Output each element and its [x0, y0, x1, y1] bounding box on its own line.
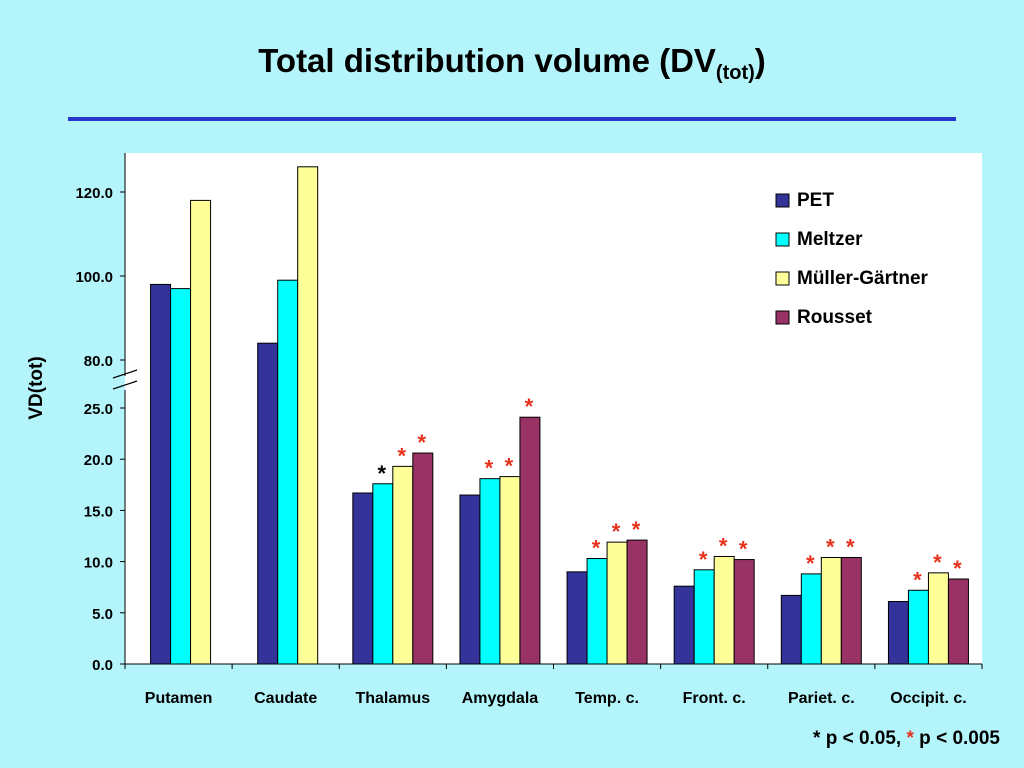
footnote-red-star: * [906, 728, 914, 749]
bar-caudate-meltzer [277, 279, 299, 665]
legend-swatch-meltzer [775, 232, 790, 247]
bar-caudate-pet [257, 342, 279, 665]
significance-star-front-c-meltzer: * [699, 547, 708, 572]
bar-occipit-c-rousset [947, 578, 969, 665]
category-label-pariet-c: Pariet. c. [788, 690, 855, 707]
bar-temp-c-rousset [626, 539, 648, 665]
legend-swatch-rousset [775, 310, 790, 325]
category-label-amygdala: Amygdala [462, 690, 539, 707]
bar-putamen-pet [150, 283, 172, 665]
title-close: ) [754, 42, 766, 79]
significance-star-amygdala-rousset: * [525, 394, 534, 419]
category-label-occipit-c: Occipit. c. [890, 690, 966, 707]
significance-star-front-c-rousset: * [739, 537, 748, 562]
bar-pariet-c-rousset [840, 557, 862, 665]
category-label-thalamus: Thalamus [355, 690, 430, 707]
bar-thalamus-pet [352, 492, 374, 665]
significance-star-pariet-c-rousset: * [846, 535, 855, 560]
bar-temp-c-m-ller-g-rtner [606, 541, 628, 665]
chart-title: Total distribution volume (DV(tot)) [0, 42, 1024, 85]
legend-label-pet: PET [797, 190, 834, 211]
significance-star-front-c-m-ller-g-rtner: * [719, 533, 728, 558]
significance-star-thalamus-m-ller-g-rtner: * [398, 443, 407, 468]
bar-thalamus-rousset [412, 452, 434, 665]
bar-occipit-c-meltzer [907, 589, 929, 665]
bar-amygdala-rousset [519, 416, 541, 665]
bar-amygdala-meltzer [479, 478, 501, 665]
significance-star-thalamus-rousset: * [418, 430, 427, 455]
footnote-p005: * p < 0.05, [813, 728, 907, 749]
bar-putamen-m-ller-g-rtner [190, 199, 212, 665]
significance-star-temp-c-meltzer: * [592, 536, 601, 561]
bar-pariet-c-m-ller-g-rtner [820, 557, 842, 665]
y-tick-label-80-0: 80.0 [84, 353, 113, 370]
y-tick-label-25-0: 25.0 [84, 401, 113, 418]
significance-footnote: * p < 0.05, * p < 0.005 [813, 728, 1000, 750]
axis-break-mark-top [112, 369, 138, 379]
category-label-putamen: Putamen [145, 690, 213, 707]
category-label-caudate: Caudate [254, 690, 317, 707]
bar-front-c-meltzer [693, 569, 715, 665]
category-label-temp-c: Temp. c. [575, 690, 639, 707]
bar-front-c-m-ller-g-rtner [713, 555, 735, 665]
y-tick-label-20-0: 20.0 [84, 452, 113, 469]
bar-temp-c-meltzer [586, 558, 608, 665]
bar-occipit-c-m-ller-g-rtner [927, 572, 949, 665]
significance-star-amygdala-meltzer: * [485, 456, 494, 481]
significance-star-amygdala-m-ller-g-rtner: * [505, 454, 514, 479]
bar-putamen-meltzer [170, 288, 192, 665]
legend-label-m-ller-g-rtner: Müller-Gärtner [797, 268, 929, 289]
significance-star-occipit-c-m-ller-g-rtner: * [933, 550, 942, 575]
y-tick-label-10-0: 10.0 [84, 555, 113, 572]
legend-label-rousset: Rousset [797, 307, 873, 328]
y-tick-label-15-0: 15.0 [84, 503, 113, 520]
axis-break-mark-bottom [112, 380, 138, 390]
significance-star-pariet-c-m-ller-g-rtner: * [826, 535, 835, 560]
y-tick-label-5-0: 5.0 [92, 606, 113, 623]
category-label-front-c: Front. c. [683, 690, 746, 707]
legend-label-meltzer: Meltzer [797, 229, 863, 250]
bar-pariet-c-meltzer [800, 573, 822, 665]
y-tick-label-100-0: 100.0 [75, 269, 113, 286]
legend-swatch-pet [775, 193, 790, 208]
bar-caudate-m-ller-g-rtner [297, 166, 319, 665]
bar-pariet-c-pet [780, 594, 802, 665]
bar-occipit-c-pet [887, 601, 909, 665]
significance-star-occipit-c-rousset: * [953, 556, 962, 581]
y-tick-label-0-0: 0.0 [92, 657, 113, 674]
title-rule [68, 117, 956, 121]
bar-front-c-pet [673, 585, 695, 665]
bar-amygdala-m-ller-g-rtner [499, 476, 521, 665]
significance-star-temp-c-rousset: * [632, 517, 641, 542]
significance-star-thalamus-meltzer: * [378, 461, 387, 486]
significance-star-occipit-c-meltzer: * [913, 567, 922, 592]
bar-thalamus-m-ller-g-rtner [392, 465, 414, 665]
bar-thalamus-meltzer [372, 483, 394, 665]
bar-temp-c-pet [566, 571, 588, 665]
y-axis-title: VD(tot) [26, 356, 47, 419]
bar-amygdala-pet [459, 494, 481, 665]
bar-front-c-rousset [733, 559, 755, 665]
footnote-p0005: p < 0.005 [913, 728, 1000, 749]
title-subscript: (tot) [715, 62, 755, 84]
significance-star-pariet-c-meltzer: * [806, 551, 815, 576]
title-main: Total distribution volume (DV [258, 42, 716, 79]
legend-swatch-m-ller-g-rtner [775, 271, 790, 286]
y-tick-label-120-0: 120.0 [75, 185, 113, 202]
significance-star-temp-c-m-ller-g-rtner: * [612, 519, 621, 544]
